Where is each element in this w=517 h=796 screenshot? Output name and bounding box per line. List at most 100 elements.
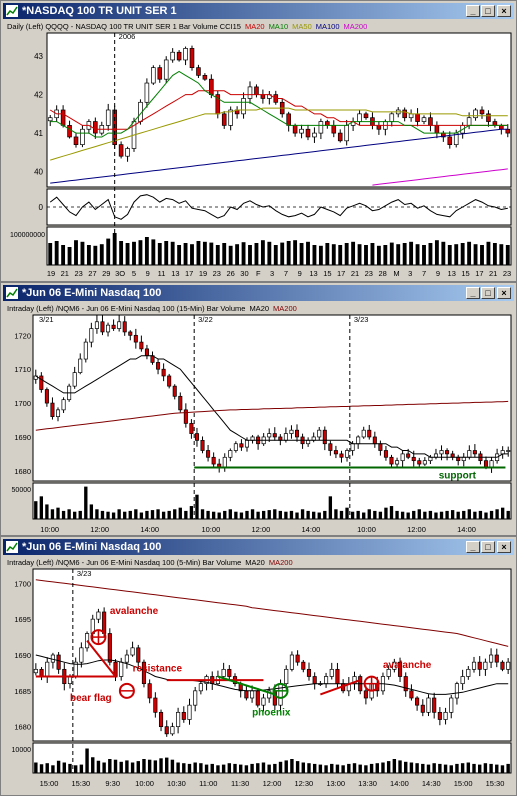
minimize-button[interactable]: _ [466,287,480,299]
volume-bar [113,759,118,773]
candle-up [119,661,124,677]
volume-bar [189,506,194,519]
date-axis-label: 17 [337,269,345,278]
volume-bar [344,243,349,265]
maximize-button[interactable]: □ [481,287,495,299]
candle-down [286,113,291,126]
study-label-ma200: MA200 [269,558,293,567]
date-axis-label: 7 [422,269,426,278]
candle-down [372,436,377,445]
volume-bar [112,233,117,265]
volume-bar [409,762,414,773]
volume-bar [396,244,401,265]
volume-bar [347,763,351,773]
volume-bar [256,511,260,519]
volume-bar [373,510,377,519]
volume-bar [439,511,444,519]
price-panel [46,32,512,188]
volume-bar [73,511,77,519]
candle-up [267,690,272,699]
maximize-button[interactable]: □ [481,5,495,17]
volume-bar [254,243,259,265]
study-label-ma100: MA100 [316,22,340,31]
volume-bar [443,764,448,773]
candle-down [209,78,214,95]
volume-bar [61,510,66,519]
avalanche-label: avalanche [110,606,159,617]
candle-down [93,121,98,134]
candle-up [443,711,448,720]
chart-info-prefix: Intraday (Left) /NQM6 - Jun 06 E-Mini Na… [7,558,241,567]
candle-down [39,375,44,390]
volume-bar [428,510,433,519]
window-title-bar[interactable]: *Jun 06 E-Mini Nasdaq 100 _ □ × [3,285,514,301]
volume-bar [389,242,394,265]
candle-down [172,385,177,397]
chart-info-line: Daily (Left) QQQQ - NASDAQ 100 TR UNIT S… [7,22,367,31]
candle-down [118,144,124,157]
close-button[interactable]: × [497,541,511,553]
time-axis-label: 12:00 [263,779,282,788]
window-title-bar[interactable]: *NASDAQ 100 TR UNIT SER 1 _ □ × [3,3,514,19]
close-button[interactable]: × [497,287,511,299]
volume-bar [278,761,283,773]
candle-up [299,128,304,134]
session-date-label: 3/22 [198,315,213,324]
candle-up [228,109,233,126]
volume-bar [45,504,49,519]
volume-bar [362,512,366,519]
date-axis-label: 23 [365,269,373,278]
candle-down [167,375,172,387]
volume-panel [32,482,512,520]
candle-up [83,341,88,360]
candle-down [139,341,144,350]
volume-bar [506,510,510,519]
volume-bar [61,245,66,265]
volume-bar [450,510,455,519]
time-axis-label: 15:30 [486,779,505,788]
close-button[interactable]: × [497,5,511,17]
volume-bar [210,763,214,773]
volume-bar [267,241,272,265]
volume-bar [286,241,291,265]
volume-bar [466,762,471,773]
candle-down [305,128,311,138]
volume-bar [421,763,425,773]
candle-down [158,711,164,728]
time-axis-label: 10:30 [167,779,186,788]
maximize-button[interactable]: □ [481,541,495,553]
candle-down [200,439,205,451]
candle-up [426,697,431,713]
window-title-bar[interactable]: *Jun 06 E-Mini Nasdaq 100 _ □ × [3,539,514,555]
candle-up [79,647,84,663]
volume-bar [182,763,186,773]
volume-bar [323,510,327,519]
candle-down [363,690,368,699]
candle-down [389,456,394,465]
volume-bar [412,510,416,519]
volume-bar [356,510,360,519]
chart-info-line: Intraday (Left) /NQM6 - Jun 06 E-Mini Na… [7,558,293,567]
volume-bar [100,510,105,519]
candle-down [322,429,327,445]
volume-bar [278,510,283,519]
volume-bar [400,511,405,519]
volume-bar [199,763,203,773]
session-date-label: 3/23 [354,315,369,324]
volume-bar [369,763,374,773]
volume-bar [173,509,177,519]
minimize-button[interactable]: _ [466,541,480,553]
time-axis-label: 12:00 [90,525,109,534]
volume-bar [159,758,163,773]
candle-up [125,148,130,157]
candle-down [157,67,163,80]
volume-bar [250,763,254,773]
ma-line-ma20 [35,654,509,695]
volume-bar [445,510,449,519]
minimize-button[interactable]: _ [466,5,480,17]
candle-down [50,402,55,417]
cci-panel [46,188,512,226]
volume-bar [215,245,220,265]
cci-axis-label: 0 [39,203,44,212]
candle-down [505,128,511,134]
